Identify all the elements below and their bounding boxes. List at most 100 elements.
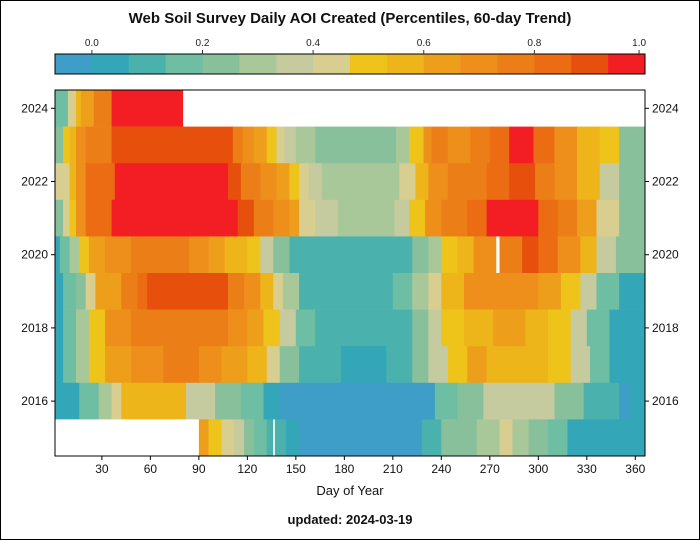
colorbar-tick-label: 1.0 <box>632 38 646 49</box>
heatmap-cell <box>354 346 387 384</box>
heatmap-cell <box>538 236 559 274</box>
heatmap-cell <box>499 236 523 274</box>
colorbar-segment <box>91 54 130 74</box>
y-tick-label-right: 2016 <box>652 394 679 408</box>
heatmap-cell <box>221 419 235 457</box>
heatmap-cell <box>88 309 106 347</box>
heatmap-cell <box>577 126 601 164</box>
heatmap-cell <box>284 126 297 164</box>
heatmap-cell <box>76 163 87 201</box>
heatmap-cell <box>412 346 429 384</box>
x-tick-label: 300 <box>528 462 548 476</box>
heatmap-cell <box>538 199 559 237</box>
colorbar-tick-label: 0.8 <box>527 38 541 49</box>
heatmap-cell <box>554 163 578 201</box>
heatmap-cell <box>467 199 487 237</box>
colorbar-segment <box>128 54 167 74</box>
heatmap-cell <box>111 90 177 127</box>
heatmap-cell <box>76 199 87 237</box>
heatmap-cell <box>609 309 646 347</box>
heatmap-cell <box>428 163 449 201</box>
colorbar-segment <box>276 54 314 74</box>
plot-border <box>54 89 646 457</box>
heatmap-cell <box>486 346 517 384</box>
heatmap-cell <box>441 273 465 310</box>
heatmap-cell <box>557 236 581 274</box>
heatmap-cell <box>289 199 300 237</box>
heatmap-cell <box>273 419 276 457</box>
heatmap-cell <box>441 309 465 347</box>
heatmap-cell <box>176 90 184 127</box>
heatmap-cell <box>315 126 339 164</box>
heatmap-cell <box>599 163 620 201</box>
heatmap-cell <box>244 419 255 457</box>
heatmap-cell <box>548 346 572 384</box>
heatmap-cell <box>337 199 395 237</box>
heatmap-cell <box>247 309 264 347</box>
heatmap-cell <box>295 126 316 164</box>
heatmap-cell <box>121 382 187 420</box>
heatmap-cell <box>596 419 646 457</box>
colorbar-tick-label: 0.0 <box>85 38 99 49</box>
heatmap-cell <box>570 309 588 347</box>
heatmap-cell <box>59 236 70 274</box>
heatmap-cell <box>299 419 423 457</box>
heatmap-cell <box>428 309 442 347</box>
heatmap-cell <box>447 346 468 384</box>
heatmap-cell <box>567 419 597 457</box>
heatmap-cell <box>396 126 410 164</box>
updated-footer: updated: 2024-03-19 <box>287 512 413 527</box>
y-tick-label-left: 2018 <box>21 321 48 335</box>
heatmap-cell <box>533 126 555 164</box>
x-tick-label: 270 <box>480 462 500 476</box>
heatmap-cell <box>535 163 555 201</box>
heatmap-cell <box>428 346 449 384</box>
colorbar-segment <box>313 54 351 74</box>
heatmap-cell <box>489 126 510 164</box>
heatmap-cell <box>93 90 112 127</box>
heatmap-cell <box>590 346 610 384</box>
heatmap-cell <box>289 163 300 201</box>
heatmap-cell <box>55 273 64 310</box>
heatmap-cell <box>425 199 442 237</box>
heatmap-cell <box>253 419 268 457</box>
heatmap-cell <box>412 236 429 274</box>
heatmap-cell <box>69 126 77 164</box>
colorbar-border <box>54 53 646 75</box>
x-tick-label: 330 <box>577 462 597 476</box>
y-tick-label-right: 2018 <box>652 321 679 335</box>
colorbar-segment <box>386 54 425 74</box>
heatmap-cell <box>619 382 630 420</box>
heatmap-cell <box>299 273 394 310</box>
heatmap-cell <box>596 273 620 310</box>
heatmap-cell <box>263 309 281 347</box>
heatmap-cell <box>609 346 646 384</box>
heatmap-cell <box>470 126 491 164</box>
heatmap-cell <box>121 273 138 310</box>
heatmap-cell <box>76 126 87 164</box>
heatmap-cell <box>619 273 646 310</box>
heatmap-cell <box>198 419 209 457</box>
heatmap-cell <box>76 309 90 347</box>
heatmap-cell <box>282 273 300 310</box>
heatmap-cell <box>596 236 617 274</box>
x-tick-label: 180 <box>334 462 354 476</box>
heatmap-cell <box>234 419 245 457</box>
heatmap-cell <box>386 236 413 274</box>
heatmap-cell <box>273 273 284 310</box>
heatmap-cell <box>392 309 413 347</box>
heatmap-cell <box>321 163 400 201</box>
heatmap-cell <box>232 126 243 164</box>
heatmap-cell <box>399 163 416 201</box>
plot-axes: 30 60 90 120 150 180 210 240 270 300 330 360 2016 201… <box>21 89 679 476</box>
heatmap-cell <box>548 419 568 457</box>
heatmap-cell <box>489 273 539 310</box>
heatmap-cell <box>473 236 497 274</box>
heatmap-cell <box>130 309 171 347</box>
heatmap-cell <box>227 309 248 347</box>
heatmap-cell <box>240 163 261 201</box>
heatmap-cell <box>415 163 429 201</box>
heatmap-cell <box>615 236 646 274</box>
colorbar-tick-label: 0.4 <box>306 38 320 49</box>
heatmap-cell <box>499 419 513 457</box>
